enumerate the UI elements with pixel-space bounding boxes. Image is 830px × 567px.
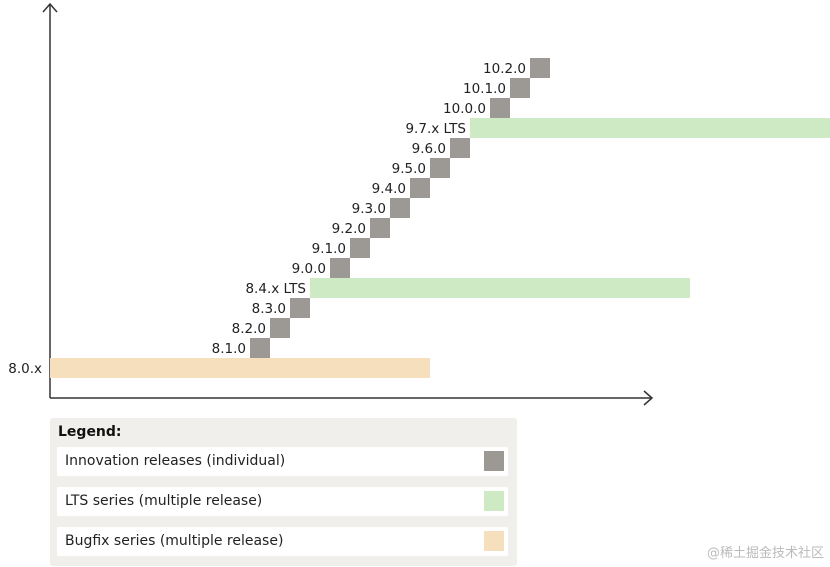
release-label: 10.0.0 bbox=[443, 101, 486, 117]
release-label: 9.5.0 bbox=[392, 161, 426, 177]
release-label: 8.4.x LTS bbox=[245, 281, 306, 297]
innovation-release-mark bbox=[290, 298, 310, 318]
innovation-release-mark bbox=[410, 178, 430, 198]
legend-title: Legend: bbox=[58, 424, 122, 440]
legend-label: LTS series (multiple release) bbox=[65, 493, 263, 509]
innovation-release-mark bbox=[250, 338, 270, 358]
legend-item-lts: LTS series (multiple release) bbox=[57, 487, 508, 516]
release-diagram: 8.0.x 8.1.0 8.2.0 8.3.0 8.4.x LTS 9.0.0 9.1.0 9… bbox=[8, 2, 830, 406]
release-label: 9.2.0 bbox=[332, 221, 366, 237]
innovation-release-mark bbox=[510, 78, 530, 98]
legend: Legend: Innovation releases (individual)… bbox=[50, 418, 517, 566]
bugfix-release-mark bbox=[50, 358, 430, 378]
axes bbox=[42, 2, 654, 406]
release-label: 9.6.0 bbox=[412, 141, 446, 157]
legend-label: Bugfix series (multiple release) bbox=[65, 533, 284, 549]
release-label: 9.4.0 bbox=[372, 181, 406, 197]
innovation-release-mark bbox=[450, 138, 470, 158]
innovation-release-mark bbox=[350, 238, 370, 258]
release-label: 8.1.0 bbox=[212, 341, 246, 357]
release-label: 9.1.0 bbox=[312, 241, 346, 257]
legend-swatch-innovation bbox=[484, 451, 504, 471]
innovation-release-mark bbox=[490, 98, 510, 118]
release-label: 8.3.0 bbox=[252, 301, 286, 317]
lts-release-mark bbox=[310, 278, 690, 298]
release-label: 9.3.0 bbox=[352, 201, 386, 217]
legend-item-innovation: Innovation releases (individual) bbox=[57, 447, 508, 476]
release-label: 10.1.0 bbox=[463, 81, 506, 97]
innovation-release-mark bbox=[430, 158, 450, 178]
innovation-release-mark bbox=[270, 318, 290, 338]
innovation-release-mark bbox=[330, 258, 350, 278]
innovation-release-mark bbox=[370, 218, 390, 238]
release-label: 10.2.0 bbox=[483, 61, 526, 77]
x-axis-arrow-icon bbox=[643, 390, 654, 406]
legend-swatch-bugfix bbox=[484, 531, 504, 551]
y-axis-arrow-icon bbox=[42, 2, 58, 13]
release-label: 8.0.x bbox=[8, 361, 42, 377]
release-label: 8.2.0 bbox=[232, 321, 266, 337]
innovation-release-mark bbox=[530, 58, 550, 78]
innovation-release-mark bbox=[390, 198, 410, 218]
release-label: 9.0.0 bbox=[292, 261, 326, 277]
lts-release-mark bbox=[470, 118, 830, 138]
legend-label: Innovation releases (individual) bbox=[65, 453, 286, 469]
release-label: 9.7.x LTS bbox=[405, 121, 466, 137]
watermark: @稀土掘金技术社区 bbox=[706, 546, 824, 561]
legend-swatch-lts bbox=[484, 491, 504, 511]
legend-item-bugfix: Bugfix series (multiple release) bbox=[57, 527, 508, 556]
